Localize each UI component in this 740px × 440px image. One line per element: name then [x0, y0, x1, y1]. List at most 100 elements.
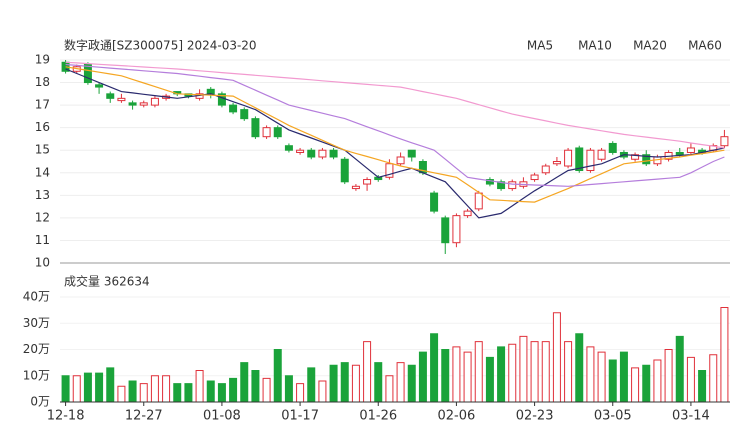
volume-bar	[240, 362, 249, 403]
x-tick-label: 01-17	[281, 409, 319, 424]
volume-bar	[485, 356, 494, 403]
candle-body	[128, 102, 137, 106]
y-tick-label: 13	[35, 188, 50, 202]
volume-bar	[530, 341, 539, 403]
chart-title: 数字政通[SZ300075] 2024-03-20	[64, 38, 257, 53]
volume-bar	[150, 375, 159, 403]
volume-bar	[206, 380, 215, 403]
x-tick-label: 12-27	[125, 409, 163, 424]
volume-bar	[284, 375, 293, 403]
x-tick-label: 12-18	[47, 409, 85, 424]
x-tick-label: 02-23	[516, 409, 554, 424]
candle-body	[463, 210, 472, 217]
volume-bar	[128, 380, 137, 403]
y-tick-label: 19	[35, 53, 50, 67]
candle-body	[508, 181, 517, 190]
x-tick-label: 01-26	[359, 409, 397, 424]
candle-body	[307, 149, 316, 158]
y-tick-label: 12	[35, 210, 50, 224]
candle-body	[363, 179, 372, 185]
candle-body	[552, 161, 561, 165]
candle-body	[150, 97, 159, 106]
volume-bar	[307, 367, 316, 403]
candle-body	[273, 127, 282, 138]
candle-body	[608, 142, 617, 153]
volume-bar	[474, 341, 483, 403]
volume-bar	[162, 375, 171, 403]
y-tick-label: 18	[35, 75, 50, 89]
volume-bar	[675, 335, 684, 403]
candle-body	[407, 149, 416, 158]
volume-bar	[318, 380, 327, 403]
candle-body	[340, 158, 349, 183]
y-tick-label: 15	[35, 143, 50, 157]
volume-bar	[720, 307, 729, 403]
volume-bar	[340, 362, 349, 403]
candle-body	[575, 147, 584, 172]
candle-body	[631, 154, 640, 160]
candle-body	[95, 84, 104, 88]
volume-bar	[619, 351, 628, 403]
volume-bar	[463, 351, 472, 403]
volume-bar	[106, 367, 115, 403]
volume-bar	[351, 364, 360, 403]
volume-bar	[363, 341, 372, 403]
candle-body	[441, 217, 450, 244]
candle-body	[541, 165, 550, 174]
x-tick-label: 02-06	[438, 409, 476, 424]
candle-body	[117, 97, 126, 102]
volume-bar	[441, 349, 450, 403]
volume-bar	[508, 343, 517, 403]
candle-body	[296, 149, 305, 153]
y-tick-label: 10	[35, 256, 50, 270]
volume-bar	[608, 359, 617, 403]
candle-body	[564, 149, 573, 167]
volume-bar	[262, 377, 271, 403]
y-tick-label: 0万	[30, 395, 50, 409]
volume-bar	[95, 372, 104, 403]
candle-body	[642, 154, 651, 165]
candle-body	[396, 156, 405, 165]
candle-body	[139, 102, 148, 106]
volume-bar	[173, 383, 182, 403]
volume-bar	[653, 359, 662, 403]
volume-bar	[374, 362, 383, 403]
volume-bar	[407, 364, 416, 403]
ma-line	[65, 68, 725, 219]
volume-bar	[686, 356, 695, 403]
volume-bar	[61, 375, 70, 403]
candle-body	[385, 163, 394, 178]
volume-bar	[195, 370, 204, 403]
candle-body	[106, 93, 115, 99]
volume-bar	[575, 333, 584, 403]
volume-bar	[497, 346, 506, 403]
ma-line	[65, 66, 725, 203]
candle-body	[229, 104, 238, 113]
legend-label: MA5	[527, 39, 553, 53]
candle-body	[240, 109, 249, 120]
y-tick-label: 40万	[23, 290, 50, 304]
candle-body	[329, 149, 338, 158]
y-tick-label: 17	[35, 98, 50, 112]
candle-body	[251, 118, 260, 138]
y-tick-label: 16	[35, 120, 50, 134]
volume-bar	[273, 349, 282, 403]
volume-bar	[597, 351, 606, 403]
candle-body	[720, 136, 729, 147]
volume-bar	[217, 383, 226, 403]
volume-bar	[117, 385, 126, 403]
volume-bar	[709, 354, 718, 403]
volume-bar	[519, 335, 528, 403]
ma-line	[65, 61, 725, 149]
volume-bar	[229, 377, 238, 403]
volume-bar	[642, 364, 651, 403]
volume-bar	[664, 349, 673, 403]
legend-label: MA10	[578, 39, 612, 53]
volume-bar	[418, 351, 427, 403]
candle-body	[206, 88, 215, 95]
candle-body	[530, 174, 539, 181]
candle-body	[262, 127, 271, 138]
volume-bar	[541, 341, 550, 403]
volume-bar	[552, 312, 561, 403]
volume-bar	[430, 333, 439, 403]
